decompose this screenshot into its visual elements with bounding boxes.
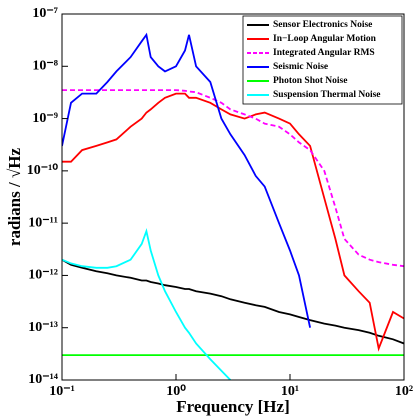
series-line [62, 258, 404, 345]
y-tick-label: 10⁻⁷ [32, 6, 58, 21]
series-line [62, 228, 232, 380]
series-line [62, 32, 311, 328]
y-tick-label: 10⁻¹³ [28, 320, 58, 335]
legend-label: Photon Shot Noise [273, 76, 347, 86]
legend-label: Sensor Electronics Noise [273, 20, 372, 30]
y-axis-label: radians / √Hz [5, 147, 24, 246]
y-tick-label: 10⁻¹² [28, 268, 58, 283]
y-tick-label: 10⁻¹⁴ [28, 372, 59, 387]
y-tick-label: 10⁻⁹ [32, 111, 58, 126]
y-tick-label: 10⁻¹¹ [28, 215, 58, 230]
x-tick-label: 10⁰ [166, 384, 186, 399]
x-axis-label: Frequency [Hz] [176, 397, 289, 416]
lines [62, 32, 404, 380]
legend-label: Suspension Thermal Noise [273, 90, 381, 100]
legend-label: In−Loop Angular Motion [273, 34, 377, 44]
axes: 10⁻¹ 10⁰ 10¹ 10² 10⁻¹⁴ 10⁻¹³ 10⁻¹² 10⁻¹¹ 10⁻¹⁰ 10… [27, 6, 413, 399]
y-tick-label: 10⁻⁸ [32, 59, 58, 74]
plot-frame [61, 13, 405, 381]
legend: Sensor Electronics Noise In−Loop Angular … [242, 15, 403, 105]
series-line [62, 92, 404, 352]
legend-label: Integrated Angular RMS [273, 48, 375, 58]
x-tick-label: 10² [395, 384, 413, 399]
x-tick-label: 10¹ [281, 384, 299, 399]
x-tick-label: 10⁻¹ [49, 384, 75, 399]
legend-label: Seismic Noise [273, 62, 328, 72]
y-tick-label: 10⁻¹⁰ [27, 163, 59, 178]
legend-box [242, 15, 403, 105]
